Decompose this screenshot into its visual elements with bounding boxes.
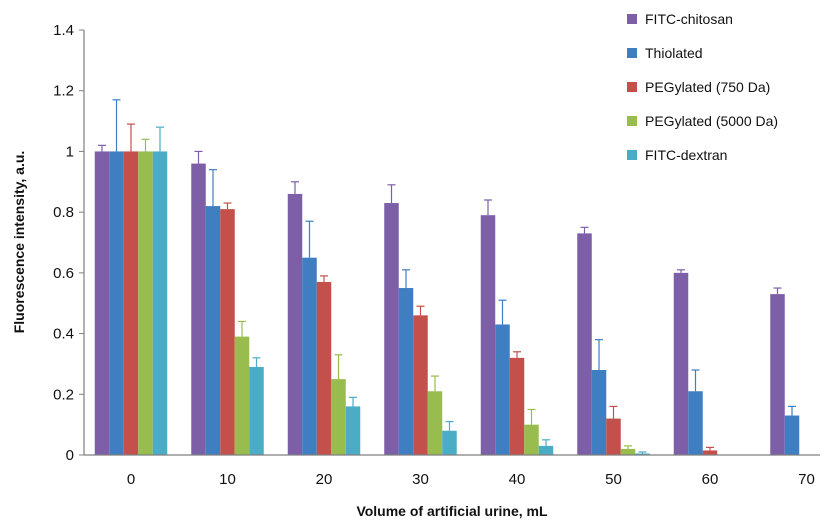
bar [205,206,221,455]
bar [384,203,399,455]
x-tick-label: 60 [702,471,719,488]
bar [220,209,235,455]
y-axis-title: Fluorescence intensity, a.u. [11,151,27,334]
legend-swatch [627,48,637,58]
bar [345,406,361,455]
bar [427,391,443,455]
bar [413,315,428,455]
bar [620,448,636,455]
y-ticks: 0 0.2 0.4 0.6 0.8 1 1.2 1.4 [53,22,84,464]
bar [770,294,785,455]
legend-swatch [627,116,637,126]
bar [538,445,554,455]
bar [94,151,110,455]
legend-label: Thiolated [645,45,703,61]
y-tick-label: 0.2 [53,386,74,403]
legend-swatch [627,14,637,24]
bar [509,357,525,455]
bar [331,379,346,455]
y-tick-label: 1.2 [53,83,74,100]
x-ticks: 0 10 20 30 40 50 60 70 [127,471,815,488]
bar [480,215,496,455]
legend-swatch [627,82,637,92]
legend-label: PEGylated (5000 Da) [645,113,778,129]
bar [152,151,168,455]
y-tick-label: 0 [66,447,74,464]
x-tick-label: 20 [316,471,333,488]
y-tick-label: 1.4 [53,22,74,39]
bars-layer [94,151,800,456]
bar [635,453,650,455]
x-tick-label: 30 [412,471,429,488]
x-tick-label: 10 [219,471,236,488]
y-tick-label: 1 [66,143,74,160]
bar [302,257,317,455]
legend-label: FITC-dextran [645,147,727,163]
bar [688,391,703,455]
bar [398,288,414,455]
bar [234,336,250,455]
bar [123,151,139,455]
x-tick-label: 40 [509,471,526,488]
bar [673,272,689,455]
bar [591,370,607,455]
bar [606,418,621,455]
legend-label: FITC-chitosan [645,11,733,27]
bar [784,415,800,455]
legend: FITC-chitosan Thiolated PEGylated (750 Da)… [627,11,778,163]
bar [495,324,510,455]
bar [287,193,303,455]
x-tick-label: 70 [798,471,815,488]
bar [109,151,124,455]
x-tick-label: 50 [605,471,622,488]
bar [249,366,264,455]
bar [316,281,332,455]
x-tick-label: 0 [127,471,135,488]
bar [138,151,153,455]
y-tick-label: 0.6 [53,265,74,282]
bar [524,424,539,455]
bar [702,450,718,455]
bar [577,233,592,455]
bar [442,430,457,455]
bar [191,163,206,456]
error-bars-layer [98,99,796,454]
x-axis-title: Volume of artificial urine, mL [356,503,548,519]
legend-label: PEGylated (750 Da) [645,79,770,95]
y-tick-label: 0.8 [53,204,74,221]
y-tick-label: 0.4 [53,326,74,343]
legend-swatch [627,150,637,160]
axes-layer [83,30,820,456]
